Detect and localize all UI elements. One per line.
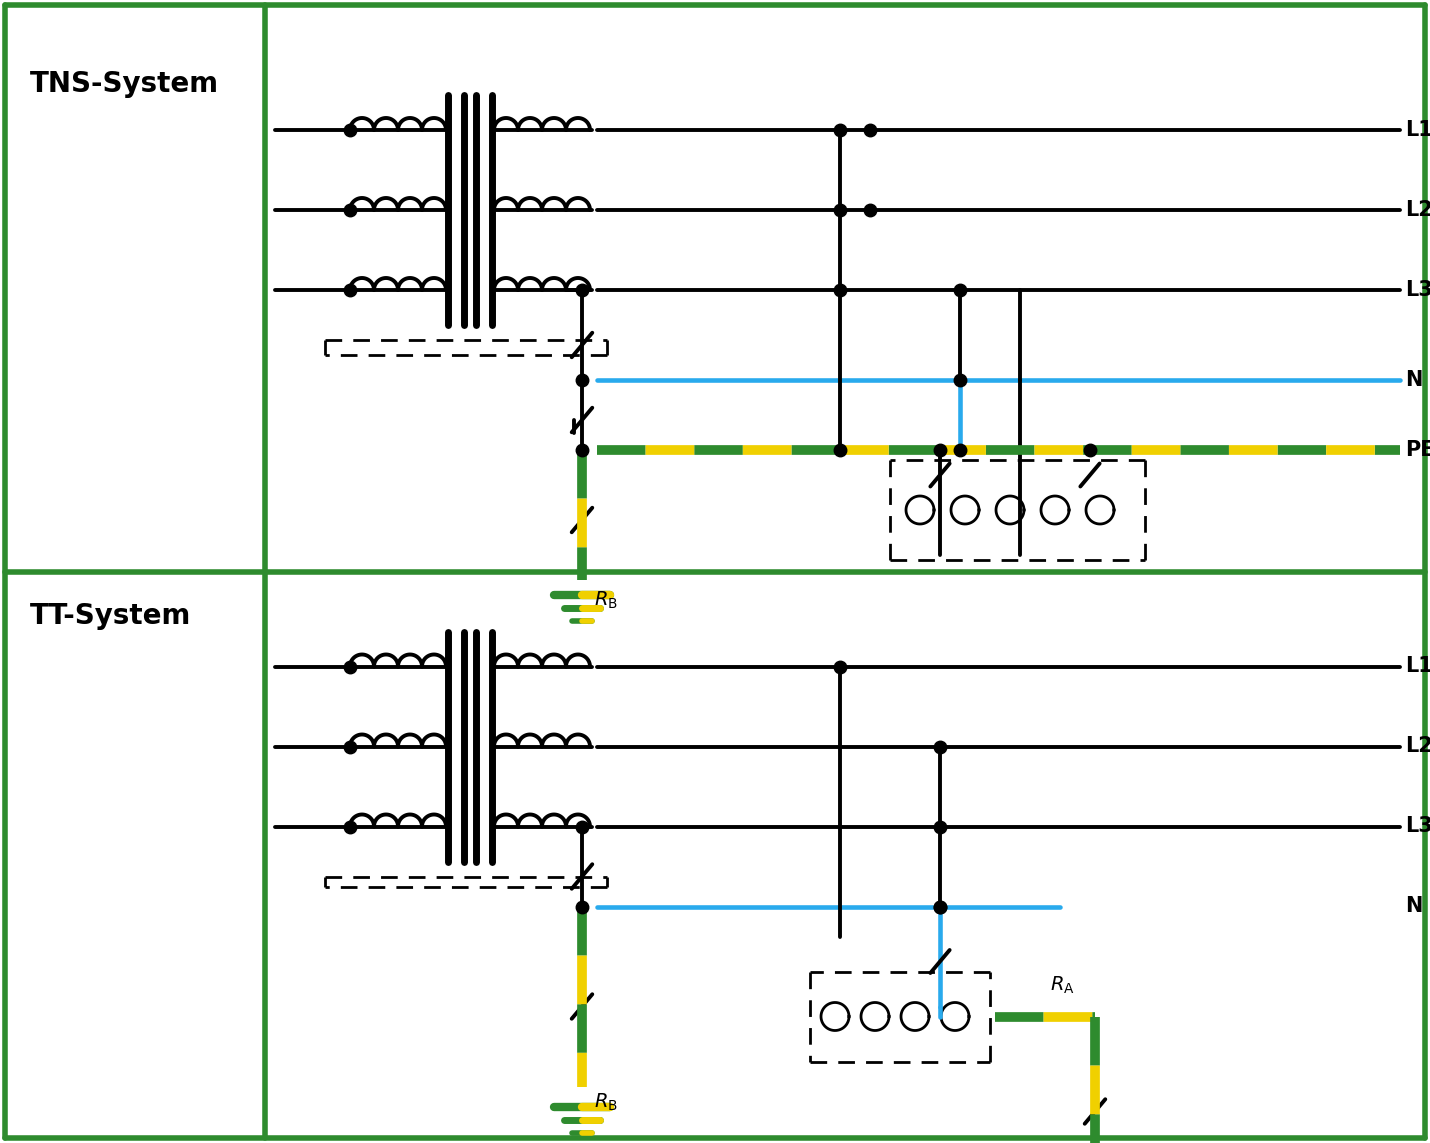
Text: N: N <box>1406 370 1423 390</box>
Text: TNS-System: TNS-System <box>30 70 219 98</box>
Text: $R_\mathrm{A}$: $R_\mathrm{A}$ <box>1050 975 1075 997</box>
Text: PE: PE <box>1406 440 1430 459</box>
Text: L3: L3 <box>1406 816 1430 837</box>
Text: N: N <box>1406 896 1423 917</box>
Text: $R_\mathrm{B}$: $R_\mathrm{B}$ <box>593 1092 618 1113</box>
Text: L1: L1 <box>1406 656 1430 677</box>
Text: $R_\mathrm{B}$: $R_\mathrm{B}$ <box>593 590 618 612</box>
Text: L2: L2 <box>1406 736 1430 757</box>
Text: L3: L3 <box>1406 280 1430 299</box>
Text: L1: L1 <box>1406 120 1430 139</box>
Text: TT-System: TT-System <box>30 601 192 630</box>
Text: L2: L2 <box>1406 200 1430 219</box>
